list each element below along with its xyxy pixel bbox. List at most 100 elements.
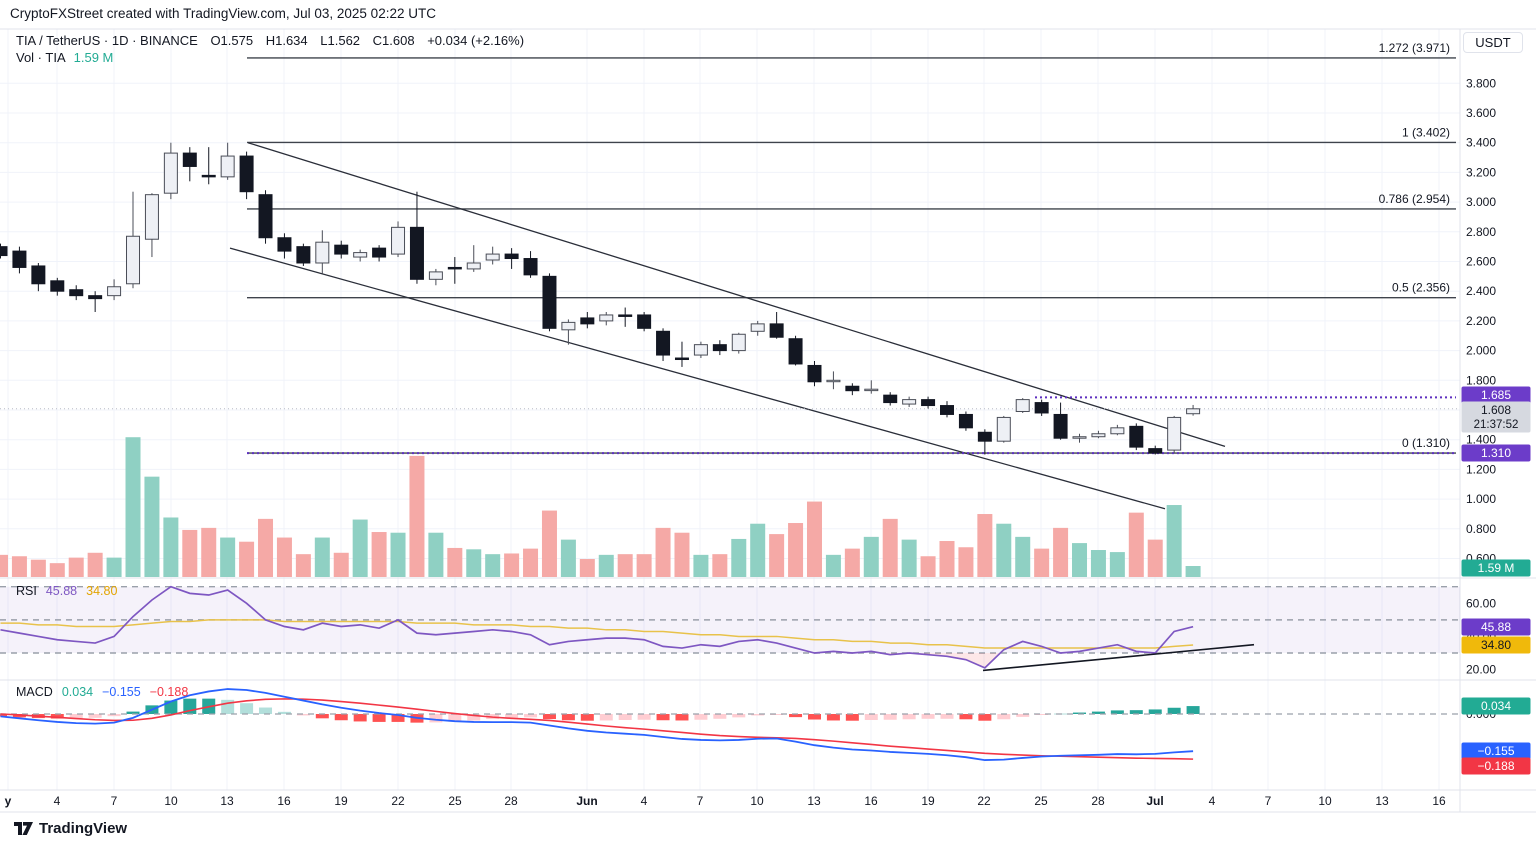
level-lines xyxy=(0,396,1460,455)
svg-text:2.200: 2.200 xyxy=(1466,314,1496,328)
price-change: +0.034 (+2.16%) xyxy=(427,33,525,48)
price-badge xyxy=(1461,559,1531,577)
macd-hist-value: 0.034 xyxy=(61,685,94,699)
volume-legend[interactable]: Vol · TIA 1.59 M xyxy=(16,50,113,65)
svg-text:1.200: 1.200 xyxy=(1466,462,1496,476)
svg-text:7: 7 xyxy=(1265,794,1272,808)
watermark-text: CryptoFXStreet created with TradingView.… xyxy=(10,6,436,21)
ohlc-open: O1.575 xyxy=(210,33,254,48)
svg-text:16: 16 xyxy=(277,794,291,808)
rsi-value: 45.88 xyxy=(45,584,78,598)
tradingview-logo[interactable]: TradingView xyxy=(14,820,127,837)
ohlc-high: H1.634 xyxy=(265,33,308,48)
svg-text:45.88: 45.88 xyxy=(1481,620,1511,634)
fib-label: 0.5 (2.356) xyxy=(1392,281,1450,295)
svg-text:4: 4 xyxy=(54,794,61,808)
currency-unit-button[interactable]: USDT xyxy=(1463,32,1523,53)
svg-text:3.200: 3.200 xyxy=(1466,165,1496,179)
svg-text:1.608: 1.608 xyxy=(1481,403,1511,417)
svg-text:0.034: 0.034 xyxy=(1481,699,1511,713)
macd-line-value: −0.155 xyxy=(102,685,141,699)
svg-text:1.800: 1.800 xyxy=(1466,373,1496,387)
svg-text:13: 13 xyxy=(1375,794,1389,808)
svg-text:0.800: 0.800 xyxy=(1466,522,1496,536)
svg-text:10: 10 xyxy=(164,794,178,808)
svg-text:16: 16 xyxy=(864,794,878,808)
rsi-ma-value: 34.80 xyxy=(86,584,118,598)
svg-text:13: 13 xyxy=(220,794,234,808)
gridlines xyxy=(0,29,1460,790)
macd-pane xyxy=(0,688,1460,761)
svg-text:2.600: 2.600 xyxy=(1466,255,1496,269)
volume-series xyxy=(0,437,1201,577)
symbol-legend[interactable]: TIA / TetherUS · 1D · BINANCE O1.575 H1.… xyxy=(16,33,533,48)
volume-value: 1.59 M xyxy=(73,50,114,65)
svg-text:28: 28 xyxy=(504,794,518,808)
rsi-legend[interactable]: RSI 45.88 34.80 xyxy=(16,584,126,598)
svg-text:25: 25 xyxy=(448,794,462,808)
svg-text:Jul: Jul xyxy=(1146,794,1163,808)
volume-label: Vol · TIA xyxy=(16,50,66,65)
ohlc-close: C1.608 xyxy=(372,33,415,48)
macd-signal-line xyxy=(0,698,1194,760)
macd-title: MACD xyxy=(16,685,53,699)
pane-separators xyxy=(0,28,1536,813)
svg-text:1.400: 1.400 xyxy=(1466,433,1496,447)
svg-text:22: 22 xyxy=(977,794,991,808)
svg-text:2.400: 2.400 xyxy=(1466,284,1496,298)
price-badge xyxy=(1461,444,1531,462)
svg-text:19: 19 xyxy=(921,794,935,808)
svg-text:3.600: 3.600 xyxy=(1466,106,1496,120)
svg-text:3.400: 3.400 xyxy=(1466,136,1496,150)
fib-label: 1.272 (3.971) xyxy=(1379,41,1450,55)
svg-text:4: 4 xyxy=(1209,794,1216,808)
rsi-ma-line xyxy=(0,619,1194,649)
svg-text:10: 10 xyxy=(750,794,764,808)
price-badge xyxy=(1461,757,1531,775)
svg-text:19: 19 xyxy=(334,794,348,808)
fib-label: 1 (3.402) xyxy=(1402,125,1450,139)
fib-label: 0 (1.310) xyxy=(1402,436,1450,450)
fib-label: 0.786 (2.954) xyxy=(1379,192,1450,206)
symbol-title: TIA / TetherUS · 1D · BINANCE xyxy=(16,33,198,48)
svg-text:34.80: 34.80 xyxy=(1481,638,1511,652)
svg-text:1.000: 1.000 xyxy=(1466,492,1496,506)
price-badge xyxy=(1461,742,1531,760)
candlestick-series xyxy=(0,142,1201,455)
macd-signal-value: −0.188 xyxy=(149,685,189,699)
svg-text:3.000: 3.000 xyxy=(1466,195,1496,209)
svg-text:22: 22 xyxy=(391,794,405,808)
svg-text:−0.188: −0.188 xyxy=(1477,759,1514,773)
svg-text:1.59 M: 1.59 M xyxy=(1478,561,1515,575)
svg-text:4: 4 xyxy=(641,794,648,808)
svg-text:7: 7 xyxy=(697,794,704,808)
svg-text:1.310: 1.310 xyxy=(1481,446,1511,460)
price-badge xyxy=(1461,697,1531,715)
svg-text:16: 16 xyxy=(1432,794,1446,808)
rsi-pane xyxy=(0,585,1460,672)
svg-text:Jun: Jun xyxy=(576,794,597,808)
svg-text:−0.155: −0.155 xyxy=(1477,744,1514,758)
ohlc-low: L1.562 xyxy=(320,33,361,48)
rsi-line xyxy=(0,585,1194,669)
svg-text:21:37:52: 21:37:52 xyxy=(1474,419,1519,431)
date-axis: y 4 7 10 13 16 19 22 25 28 Jun 4 7 10 13 16 19 22 25 28 Jul 4… xyxy=(5,794,1446,808)
macd-legend[interactable]: MACD 0.034 −0.155 −0.188 xyxy=(16,685,197,699)
price-badge xyxy=(1461,401,1531,433)
svg-text:13: 13 xyxy=(807,794,821,808)
price-badge xyxy=(1461,386,1531,404)
svg-text:1.685: 1.685 xyxy=(1481,388,1511,402)
svg-text:2.800: 2.800 xyxy=(1466,225,1496,239)
tradingview-logo-text: TradingView xyxy=(39,820,128,837)
svg-text:60.00: 60.00 xyxy=(1466,596,1496,610)
fib-retracement: 1.272 (3.971) 1 (3.402) 0.786 (2.954) 0.5 (… xyxy=(247,41,1456,454)
rsi-title: RSI xyxy=(16,584,37,598)
svg-text:28: 28 xyxy=(1091,794,1105,808)
svg-text:10: 10 xyxy=(1318,794,1332,808)
tradingview-logo-icon xyxy=(14,822,33,835)
trend-channel xyxy=(229,142,1226,510)
svg-text:2.000: 2.000 xyxy=(1466,344,1496,358)
svg-text:y: y xyxy=(5,794,12,808)
